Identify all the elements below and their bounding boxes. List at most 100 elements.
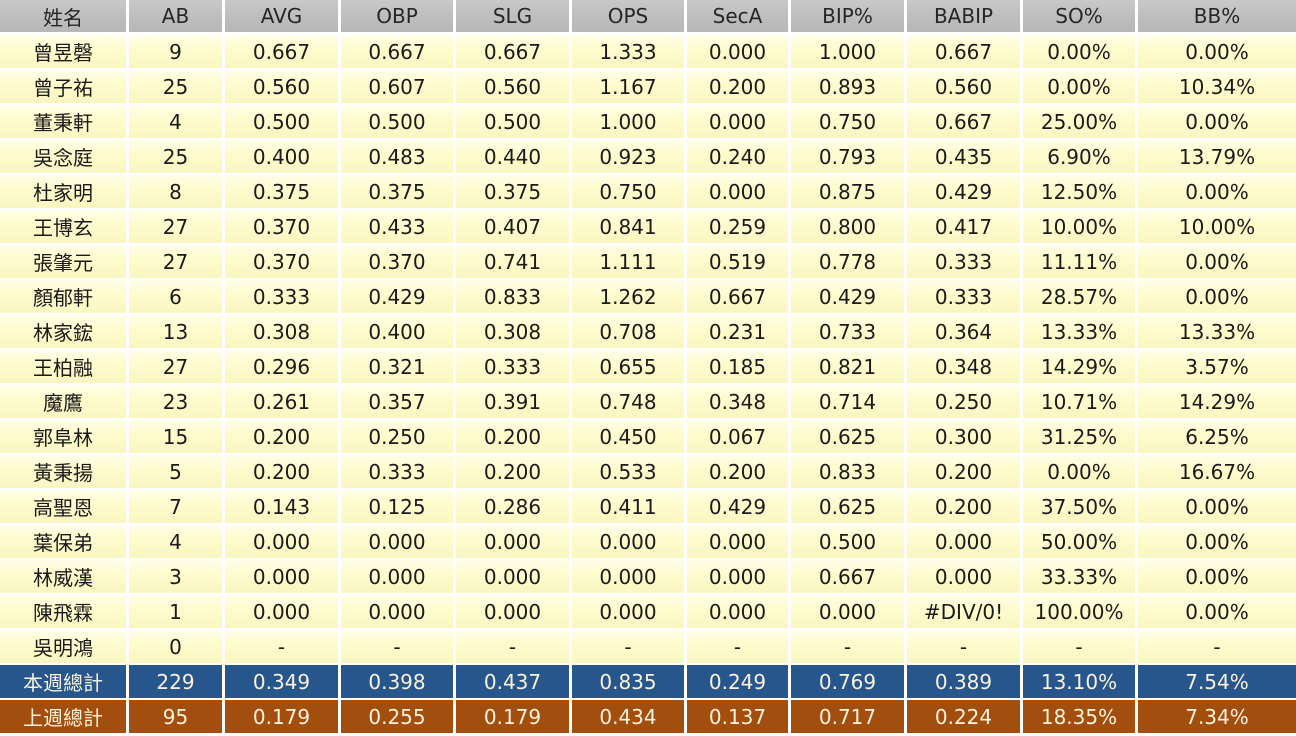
total-stat-cell[interactable]: 0.769 xyxy=(791,665,907,700)
stat-cell[interactable]: 0.00% xyxy=(1138,525,1296,560)
stat-cell[interactable]: 11.11% xyxy=(1023,245,1138,280)
stat-cell[interactable]: 0.450 xyxy=(572,420,687,455)
stat-cell[interactable]: 0.00% xyxy=(1138,560,1296,595)
stat-cell[interactable]: 10.00% xyxy=(1138,210,1296,245)
stat-cell[interactable]: 50.00% xyxy=(1023,525,1138,560)
stat-cell[interactable]: 0.333 xyxy=(907,280,1023,315)
stat-cell[interactable]: 0.300 xyxy=(907,420,1023,455)
stat-cell[interactable]: 27 xyxy=(129,350,225,385)
stat-cell[interactable]: 0.000 xyxy=(456,525,572,560)
stat-cell[interactable]: 0.500 xyxy=(791,525,907,560)
stat-cell[interactable]: 0.00% xyxy=(1138,490,1296,525)
stat-cell[interactable]: - xyxy=(572,630,687,665)
stat-cell[interactable]: 0.000 xyxy=(341,525,456,560)
stat-cell[interactable]: 0.375 xyxy=(341,175,456,210)
stat-cell[interactable]: 8 xyxy=(129,175,225,210)
stat-cell[interactable]: 0.417 xyxy=(907,210,1023,245)
stat-cell[interactable]: 0.200 xyxy=(225,420,341,455)
stat-cell[interactable]: 0.364 xyxy=(907,315,1023,350)
stat-cell[interactable]: 1.333 xyxy=(572,35,687,70)
total-stat-cell[interactable]: 0.249 xyxy=(687,665,791,700)
stat-cell[interactable]: 0.429 xyxy=(791,280,907,315)
stat-cell[interactable]: 1.111 xyxy=(572,245,687,280)
stat-cell[interactable]: 0.923 xyxy=(572,140,687,175)
stat-cell[interactable]: 0.400 xyxy=(225,140,341,175)
stat-cell[interactable]: 0.000 xyxy=(225,595,341,630)
stat-cell[interactable]: 0.560 xyxy=(225,70,341,105)
stat-cell[interactable]: 0.00% xyxy=(1138,280,1296,315)
total-stat-cell[interactable]: 0.717 xyxy=(791,700,907,735)
stat-cell[interactable]: 0.750 xyxy=(791,105,907,140)
stat-cell[interactable]: 0.000 xyxy=(687,525,791,560)
stat-cell[interactable]: 14.29% xyxy=(1023,350,1138,385)
stat-cell[interactable]: 0.250 xyxy=(907,385,1023,420)
stat-cell[interactable]: 0.625 xyxy=(791,420,907,455)
stat-cell[interactable]: 0.333 xyxy=(225,280,341,315)
stat-cell[interactable]: 0.000 xyxy=(456,560,572,595)
total-stat-cell[interactable]: 0.255 xyxy=(341,700,456,735)
stat-cell[interactable]: 0.000 xyxy=(456,595,572,630)
stat-cell[interactable]: 7 xyxy=(129,490,225,525)
stat-cell[interactable]: 0.231 xyxy=(687,315,791,350)
stat-cell[interactable]: 3.57% xyxy=(1138,350,1296,385)
stat-cell[interactable]: 0.348 xyxy=(687,385,791,420)
stat-cell[interactable]: - xyxy=(791,630,907,665)
stat-cell[interactable]: 6 xyxy=(129,280,225,315)
stat-cell[interactable]: 14.29% xyxy=(1138,385,1296,420)
stat-cell[interactable]: 0.00% xyxy=(1138,105,1296,140)
stat-cell[interactable]: 0.000 xyxy=(225,560,341,595)
player-name-cell[interactable]: 魔鷹 xyxy=(0,385,129,420)
stat-cell[interactable]: 9 xyxy=(129,35,225,70)
stat-cell[interactable]: 0.778 xyxy=(791,245,907,280)
player-name-cell[interactable]: 郭阜林 xyxy=(0,420,129,455)
stat-cell[interactable]: 0.370 xyxy=(225,245,341,280)
stat-cell[interactable]: 4 xyxy=(129,105,225,140)
stat-cell[interactable]: 37.50% xyxy=(1023,490,1138,525)
stat-cell[interactable]: 0.000 xyxy=(225,525,341,560)
stat-cell[interactable]: #DIV/0! xyxy=(907,595,1023,630)
stat-cell[interactable]: 0.667 xyxy=(687,280,791,315)
stat-cell[interactable]: 0.000 xyxy=(572,560,687,595)
player-name-cell[interactable]: 杜家明 xyxy=(0,175,129,210)
stat-cell[interactable]: 0.185 xyxy=(687,350,791,385)
stat-cell[interactable]: 16.67% xyxy=(1138,455,1296,490)
stat-cell[interactable]: - xyxy=(456,630,572,665)
stat-cell[interactable]: 0.00% xyxy=(1138,35,1296,70)
stat-cell[interactable]: - xyxy=(907,630,1023,665)
player-name-cell[interactable]: 高聖恩 xyxy=(0,490,129,525)
stat-cell[interactable]: 0.00% xyxy=(1138,175,1296,210)
stat-cell[interactable]: 0.429 xyxy=(907,175,1023,210)
stat-cell[interactable]: 10.71% xyxy=(1023,385,1138,420)
stat-cell[interactable]: 0.500 xyxy=(341,105,456,140)
stat-cell[interactable]: 13.79% xyxy=(1138,140,1296,175)
total-stat-cell[interactable]: 0.179 xyxy=(225,700,341,735)
stat-cell[interactable]: 0.821 xyxy=(791,350,907,385)
stat-cell[interactable]: 0.00% xyxy=(1138,595,1296,630)
total-stat-cell[interactable]: 7.54% xyxy=(1138,665,1296,700)
stat-cell[interactable]: 0.667 xyxy=(791,560,907,595)
stat-cell[interactable]: 25 xyxy=(129,70,225,105)
stat-cell[interactable]: 33.33% xyxy=(1023,560,1138,595)
stat-cell[interactable]: 25 xyxy=(129,140,225,175)
stat-cell[interactable]: 0.500 xyxy=(456,105,572,140)
stat-cell[interactable]: 0.000 xyxy=(687,35,791,70)
stat-cell[interactable]: - xyxy=(341,630,456,665)
player-name-cell[interactable]: 葉保弟 xyxy=(0,525,129,560)
stat-cell[interactable]: 1.167 xyxy=(572,70,687,105)
stat-cell[interactable]: 0.000 xyxy=(687,105,791,140)
stat-cell[interactable]: 0.435 xyxy=(907,140,1023,175)
stat-cell[interactable]: 0.125 xyxy=(341,490,456,525)
player-name-cell[interactable]: 曾子祐 xyxy=(0,70,129,105)
header-cell-3[interactable]: OBP xyxy=(341,0,456,35)
stat-cell[interactable]: 0.391 xyxy=(456,385,572,420)
stat-cell[interactable]: 0.714 xyxy=(791,385,907,420)
stat-cell[interactable]: 0.733 xyxy=(791,315,907,350)
stat-cell[interactable]: 0.308 xyxy=(225,315,341,350)
stat-cell[interactable]: 4 xyxy=(129,525,225,560)
stat-cell[interactable]: 0.667 xyxy=(907,105,1023,140)
stat-cell[interactable]: - xyxy=(687,630,791,665)
stat-cell[interactable]: 5 xyxy=(129,455,225,490)
stat-cell[interactable]: 0.000 xyxy=(687,175,791,210)
total-stat-cell[interactable]: 0.349 xyxy=(225,665,341,700)
stat-cell[interactable]: 0.793 xyxy=(791,140,907,175)
